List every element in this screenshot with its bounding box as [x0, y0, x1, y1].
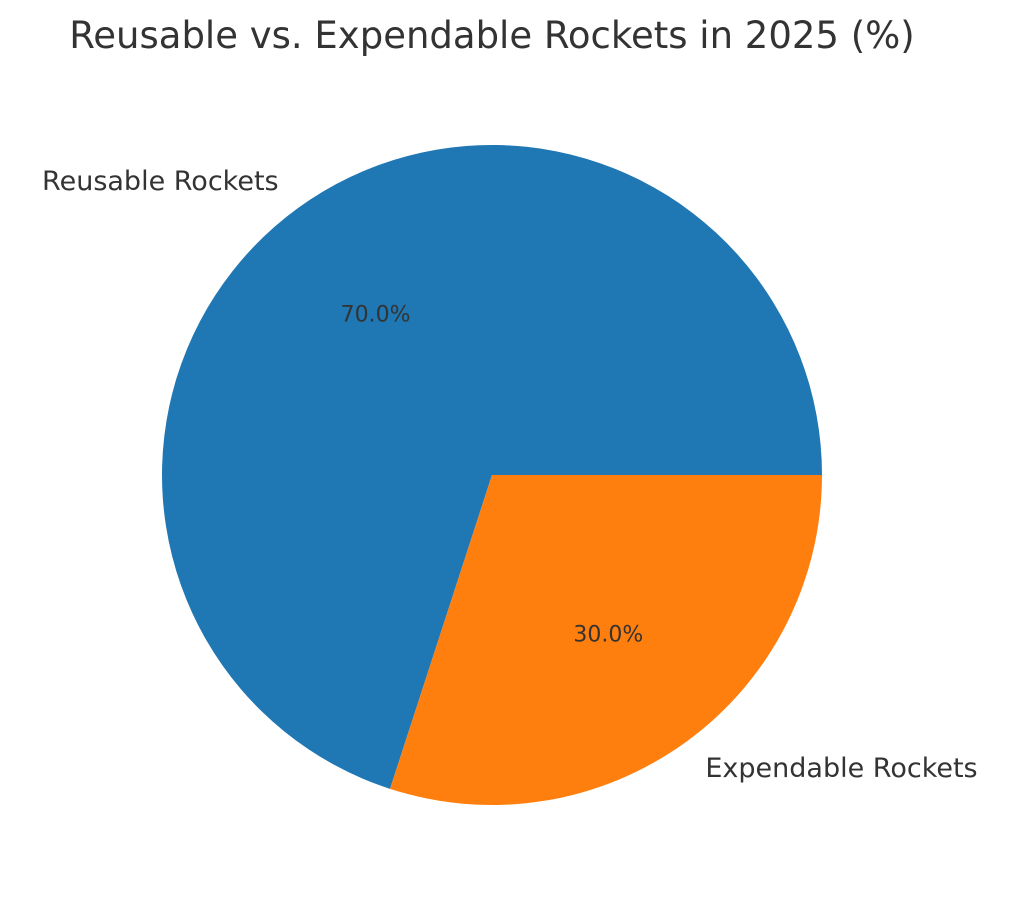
pie-slice-reusable-rockets [162, 144, 822, 789]
pie-slice-expendable-rockets [390, 475, 822, 805]
category-label: Reusable Rockets [42, 166, 279, 197]
percent-label: 30.0% [573, 623, 643, 648]
percent-label: 70.0% [341, 302, 411, 327]
pie-labels: 70.0% Reusable Rockets 30.0% Expendable Roc… [42, 166, 978, 784]
pie-slices [162, 144, 822, 805]
category-label: Expendable Rockets [705, 753, 977, 784]
chart-title: Reusable vs. Expendable Rockets in 2025 … [69, 14, 915, 57]
